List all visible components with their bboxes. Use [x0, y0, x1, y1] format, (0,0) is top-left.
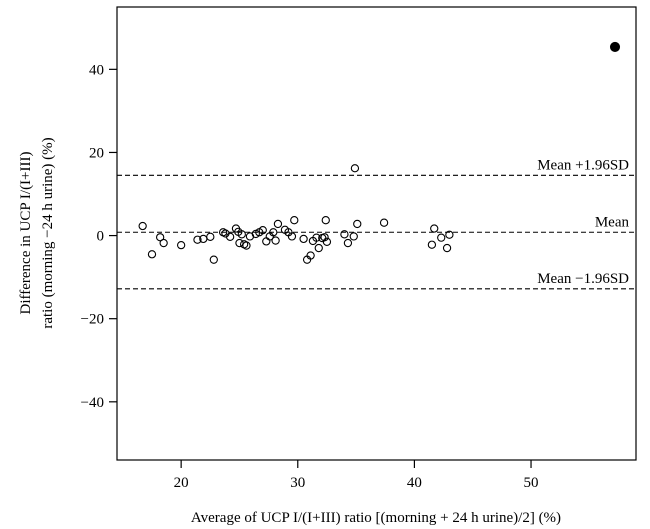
data-point — [290, 216, 299, 225]
data-point — [235, 238, 244, 248]
data-point — [159, 238, 168, 248]
data-point — [237, 230, 246, 239]
data-point — [242, 241, 251, 250]
data-point — [350, 164, 360, 173]
data-point — [442, 243, 452, 253]
data-point — [258, 226, 267, 235]
data-point — [138, 221, 147, 231]
reference-line-label: Mean — [595, 214, 630, 230]
data-point — [321, 216, 330, 225]
data-point — [322, 237, 332, 246]
data-point — [445, 230, 454, 239]
data-point — [273, 219, 283, 229]
data-point — [306, 251, 315, 260]
data-point — [269, 228, 278, 237]
data-points — [138, 41, 621, 264]
data-point — [287, 232, 297, 241]
data-point — [193, 235, 202, 244]
y-tick-label: −20 — [81, 312, 104, 328]
data-point — [312, 233, 321, 242]
data-point — [271, 236, 280, 245]
reference-lines: Mean +1.96SD Mean Mean −1.96SD — [117, 157, 636, 290]
plot-frame — [116, 6, 637, 461]
x-tick-label: 30 — [290, 475, 305, 491]
y-tick-label: −40 — [81, 395, 104, 411]
axis-ticks: 20 30 40 50 −40 −20 0 20 40 — [81, 62, 539, 491]
y-axis-label-line2: ratio (morning −24 h urine) (%) — [40, 137, 56, 328]
data-point — [430, 224, 439, 233]
x-tick-label: 50 — [524, 475, 539, 491]
data-point — [314, 243, 323, 253]
data-point — [225, 232, 235, 241]
reference-line-label: Mean +1.96SD — [537, 157, 629, 173]
data-point — [349, 232, 358, 241]
data-point-filled — [609, 41, 621, 52]
data-point — [262, 237, 271, 246]
data-point — [427, 240, 437, 249]
y-axis-label-line1: Difference in UCP I/(I+III) — [18, 152, 34, 315]
y-tick-label: 40 — [89, 62, 104, 78]
data-point — [379, 218, 389, 227]
x-axis-label: Average of UCP I/(I+III) ratio [(morning… — [191, 510, 561, 526]
data-point — [320, 233, 329, 242]
data-point — [206, 232, 215, 241]
data-point — [147, 250, 157, 259]
data-point — [437, 233, 446, 242]
data-point — [299, 234, 308, 244]
x-tick-label: 20 — [174, 475, 189, 491]
data-point — [343, 238, 353, 248]
data-point — [353, 219, 362, 229]
data-point — [209, 255, 218, 264]
y-tick-label: 20 — [89, 145, 104, 161]
data-point — [176, 240, 186, 250]
data-point — [340, 230, 349, 239]
reference-line-label: Mean −1.96SD — [537, 271, 629, 287]
y-tick-label: 0 — [97, 229, 105, 245]
x-tick-label: 40 — [407, 475, 422, 491]
